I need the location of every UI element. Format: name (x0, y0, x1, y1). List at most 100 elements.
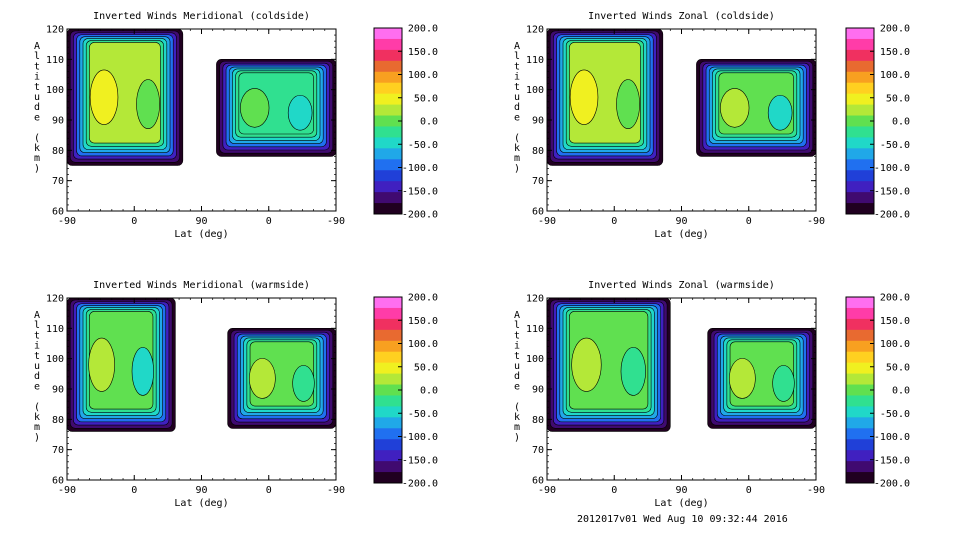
y-tick-label: 110 (46, 324, 64, 335)
colorbar-tick-label: -200.0 (402, 479, 438, 490)
colorbar-tick-label: -150.0 (874, 186, 910, 197)
contour-patch (729, 358, 756, 399)
colorbar-tick-label: 100.0 (408, 339, 438, 350)
plot-area (547, 29, 816, 166)
y-tick-label: 120 (46, 25, 64, 36)
x-tick-label: 0 (266, 216, 272, 227)
colorbar-swatch (374, 439, 402, 451)
colorbar-tick-label: -150.0 (402, 186, 438, 197)
colorbar-swatch (846, 82, 874, 95)
colorbar-tick-label: 200.0 (408, 24, 438, 35)
colorbar-tick-label: -200.0 (402, 210, 438, 221)
contour-patch (240, 88, 270, 128)
contour-patch (767, 94, 793, 131)
contour-patch (571, 337, 602, 392)
colorbar-swatch (374, 28, 402, 40)
colorbar-tick-label: 100.0 (880, 70, 910, 81)
y-tick-label: 100 (46, 85, 64, 96)
chart-title: Inverted Winds Zonal (coldside) (588, 11, 775, 22)
colorbar-tick-label: -100.0 (874, 432, 910, 443)
x-tick-label: 0 (611, 485, 617, 496)
colorbar-swatch (846, 318, 874, 331)
colorbar-swatch (846, 71, 874, 84)
colorbar-swatch (374, 395, 402, 407)
y-tick-label: 60 (532, 476, 544, 487)
colorbar-swatch (374, 297, 402, 309)
colorbar-swatch (374, 329, 402, 342)
y-tick-label: 80 (532, 146, 544, 157)
chart-panel-3: Inverted Winds Meridional (warmside) 120 1… (34, 280, 438, 509)
colorbar-swatch (374, 82, 402, 95)
plot-area (547, 298, 816, 432)
colorbar-swatch (846, 373, 874, 386)
colorbar-tick-label: -100.0 (874, 163, 910, 174)
colorbar-swatch (846, 351, 874, 364)
colorbar-swatch (846, 126, 874, 138)
contour-patch (569, 69, 599, 125)
x-tick-label: -90 (538, 216, 556, 227)
colorbar: 200.0 150.0 100.0 50.0 0.0 -50.0 -100.0 -150.0 -… (845, 293, 910, 490)
y-tick-label: 90 (52, 385, 64, 396)
colorbar-swatch (374, 307, 402, 320)
colorbar-tick-label: 0.0 (420, 386, 438, 397)
colorbar-swatch (846, 297, 874, 309)
colorbar-tick-label: 150.0 (408, 316, 438, 327)
colorbar-swatch (846, 170, 874, 182)
colorbar-swatch (846, 439, 874, 451)
contour-patch (287, 94, 313, 131)
y-tick-label: 120 (526, 294, 544, 305)
x-tick-label: 90 (195, 216, 207, 227)
colorbar-swatch (846, 203, 874, 215)
colorbar-tick-label: 50.0 (414, 93, 438, 104)
colorbar-tick-label: 200.0 (880, 24, 910, 35)
colorbar-swatch (374, 170, 402, 182)
x-tick-label: 90 (675, 216, 687, 227)
colorbar-swatch (846, 472, 874, 484)
data-region-1 (67, 29, 184, 166)
data-region-2 (707, 328, 816, 429)
colorbar-tick-label: 0.0 (420, 117, 438, 128)
colorbar-swatch (374, 71, 402, 84)
x-tick-label: -90 (807, 216, 825, 227)
chart-title: Inverted Winds Meridional (warmside) (93, 280, 310, 291)
y-tick-label: 100 (526, 85, 544, 96)
x-tick-label: -90 (58, 216, 76, 227)
y-tick-label: 60 (52, 476, 64, 487)
colorbar-tick-label: 200.0 (880, 293, 910, 304)
colorbar-tick-label: 150.0 (408, 47, 438, 58)
plot-area (67, 29, 336, 166)
colorbar-swatch (846, 428, 874, 440)
colorbar-tick-label: -50.0 (880, 140, 910, 151)
x-tick-label: 0 (746, 485, 752, 496)
colorbar-swatch (846, 104, 874, 117)
colorbar-swatch (374, 417, 402, 429)
colorbar-swatch (374, 450, 402, 462)
colorbar-swatch (846, 329, 874, 342)
y-tick-label: 70 (52, 445, 64, 456)
colorbar-swatch (374, 148, 402, 160)
colorbar-swatch (374, 49, 402, 62)
colorbar-swatch (846, 384, 874, 396)
footer-timestamp: 2012017v01 Wed Aug 10 09:32:44 2016 (577, 514, 788, 525)
y-tick-label: 90 (532, 116, 544, 127)
x-tick-label: -90 (58, 485, 76, 496)
colorbar-swatch (846, 307, 874, 320)
colorbar-swatch (374, 428, 402, 440)
colorbar: 200.0 150.0 100.0 50.0 0.0 -50.0 -100.0 -150.0 -… (373, 293, 438, 490)
y-tick-label: 80 (52, 415, 64, 426)
colorbar-swatch (846, 38, 874, 51)
contour-patch (89, 69, 119, 125)
y-tick-label: 110 (526, 324, 544, 335)
y-tick-label: 90 (52, 116, 64, 127)
colorbar-swatch (374, 318, 402, 331)
chart-panel-2: Inverted Winds Zonal (coldside) 120 110 100… (514, 11, 910, 240)
colorbar-swatch (374, 159, 402, 171)
colorbar-swatch (846, 340, 874, 353)
x-tick-label: 0 (746, 216, 752, 227)
colorbar: 200.0 150.0 100.0 50.0 0.0 -50.0 -100.0 -150.0 -… (373, 24, 438, 221)
colorbar-tick-label: -200.0 (874, 210, 910, 221)
colorbar-tick-label: 50.0 (886, 93, 910, 104)
